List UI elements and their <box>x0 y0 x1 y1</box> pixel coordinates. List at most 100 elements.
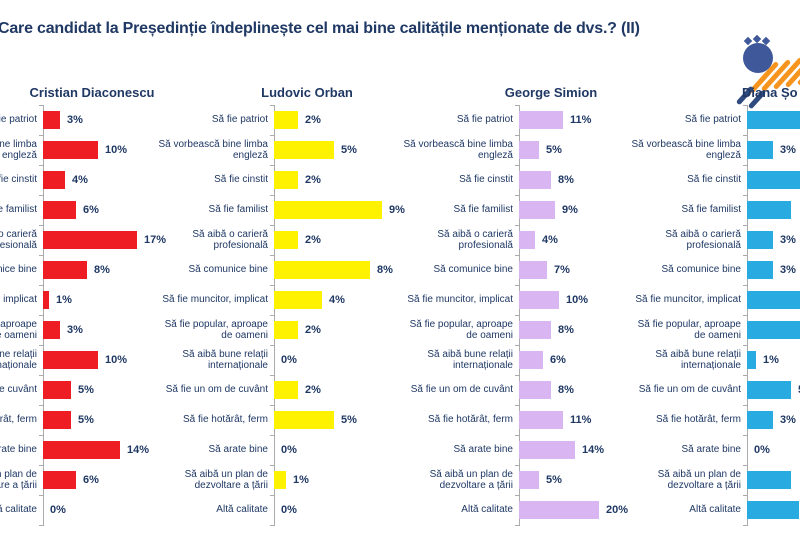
bar <box>747 351 756 369</box>
category-label: Să arate bine <box>0 444 37 456</box>
category-label: Să fie familist <box>453 204 513 216</box>
chart-row: Să fie popular, aproape de oameni 3% <box>0 315 197 345</box>
bar <box>747 471 791 489</box>
chart-row: Să fie cinstit 4% <box>0 165 197 195</box>
value-label: 10% <box>105 144 128 156</box>
axis-tick <box>515 375 520 376</box>
chart-row: Să comunice bine 8% <box>0 255 197 285</box>
chart-george-simion: George Simion Să fie patriot 11% Să vorbea… <box>403 80 673 530</box>
bar <box>43 141 98 159</box>
category-label: Să comunice bine <box>661 264 742 276</box>
value-label: 5% <box>546 474 562 486</box>
chart-row: Să fie familist 6% <box>0 195 197 225</box>
chart-row: Să aibă bune relații internaționale 1% <box>631 345 800 375</box>
axis-tick <box>515 315 520 316</box>
axis-tick <box>515 525 520 526</box>
value-label: 8% <box>558 174 574 186</box>
chart-row: Să fie familist 9% <box>403 195 673 225</box>
bar <box>43 261 87 279</box>
category-label: Să fie familist <box>208 204 268 216</box>
chart-row: Să fie cinstit 8% <box>403 165 673 195</box>
axis-tick <box>743 465 748 466</box>
value-label: 14% <box>127 444 150 456</box>
category-label: Să aibă bune relații internaționale <box>0 348 37 372</box>
axis-tick <box>743 435 748 436</box>
bar <box>519 321 551 339</box>
bar <box>747 321 800 339</box>
category-label: Să fie un om de cuvânt <box>638 384 741 396</box>
axis-tick <box>270 195 275 196</box>
category-label: Să vorbească bine limba engleză <box>158 138 268 162</box>
value-label: 11% <box>570 414 592 426</box>
category-label: Să vorbească bine limba engleză <box>0 138 37 162</box>
value-label: 14% <box>582 444 605 456</box>
category-label: Să fie cinstit <box>687 174 741 186</box>
value-label: 7% <box>554 264 570 276</box>
chart-row: Să comunice bine 7% <box>403 255 673 285</box>
category-label: Să fie popular, aproape de oameni <box>637 318 741 342</box>
value-label: 3% <box>780 264 796 276</box>
category-label: Să fie patriot <box>211 114 268 126</box>
value-label: 0% <box>754 444 770 456</box>
category-label: Să aibă un plan de dezvoltare a țării <box>0 468 37 492</box>
axis-tick <box>743 525 748 526</box>
axis-tick <box>270 225 275 226</box>
chart-row: Să fie hotărât, ferm 5% <box>158 405 428 435</box>
category-label: Să vorbească bine limba engleză <box>403 138 513 162</box>
category-label: Să arate bine <box>208 444 269 456</box>
chart-row: Să aibă un plan de dezvoltare a țării 5% <box>403 465 673 495</box>
chart-row: Să fie patriot <box>631 105 800 135</box>
value-label: 0% <box>50 504 66 516</box>
bar <box>43 351 98 369</box>
category-label: Să aibă un plan de dezvoltare a țării <box>429 468 513 492</box>
value-label: 2% <box>305 324 321 336</box>
value-label: 5% <box>78 414 94 426</box>
axis-tick <box>39 135 44 136</box>
axis-tick <box>270 465 275 466</box>
axis-tick <box>270 165 275 166</box>
axis-tick <box>270 285 275 286</box>
bar <box>519 261 547 279</box>
bar <box>43 171 65 189</box>
bar <box>519 411 563 429</box>
chart-row: Să fie patriot 11% <box>403 105 673 135</box>
category-label: Să fie muncitor, implicat <box>162 294 268 306</box>
value-label: 4% <box>542 234 558 246</box>
chart-row: Să vorbească bine limba engleză 5% <box>158 135 428 165</box>
chart-row: Să fie familist <box>631 195 800 225</box>
value-label: 6% <box>550 354 566 366</box>
axis-tick <box>743 195 748 196</box>
axis-tick <box>515 255 520 256</box>
chart-row: Să fie un om de cuvânt 5% <box>631 375 800 405</box>
axis-tick <box>39 405 44 406</box>
axis-tick <box>39 105 44 106</box>
category-label: Altă calitate <box>689 504 741 516</box>
bar <box>747 111 800 129</box>
chart-title: Ludovic Orban <box>261 85 353 100</box>
category-label: Să aibă bune relații internaționale <box>182 348 268 372</box>
category-label: Altă calitate <box>216 504 268 516</box>
axis-tick <box>515 165 520 166</box>
chart-row: Să vorbească bine limba engleză 5% <box>403 135 673 165</box>
category-label: Să fie muncitor, implicat <box>407 294 513 306</box>
bar <box>274 291 322 309</box>
chart-rows: Să fie patriot 11% Să vorbească bine limba… <box>403 105 673 526</box>
value-label: 20% <box>606 504 629 516</box>
bar <box>747 141 773 159</box>
chart-rows: Să fie patriot Să vorbească bine limba en… <box>631 105 800 526</box>
value-label: 17% <box>144 234 167 246</box>
chart-row: Să vorbească bine limba engleză 10% <box>0 135 197 165</box>
category-label: Să fie un om de cuvânt <box>165 384 268 396</box>
category-label: Să comunice bine <box>0 264 37 276</box>
category-label: Să fie muncitor, implicat <box>0 294 37 306</box>
bar <box>747 171 800 189</box>
bar <box>43 471 76 489</box>
category-label: Să fie popular, aproape de oameni <box>0 318 37 342</box>
chart-row: Să aibă bune relații internaționale 6% <box>403 345 673 375</box>
bar <box>43 381 71 399</box>
bar <box>747 291 800 309</box>
value-label: 3% <box>67 324 83 336</box>
chart-row: Să arate bine 0% <box>158 435 428 465</box>
bar <box>274 141 334 159</box>
category-label: Să fie familist <box>0 204 37 216</box>
